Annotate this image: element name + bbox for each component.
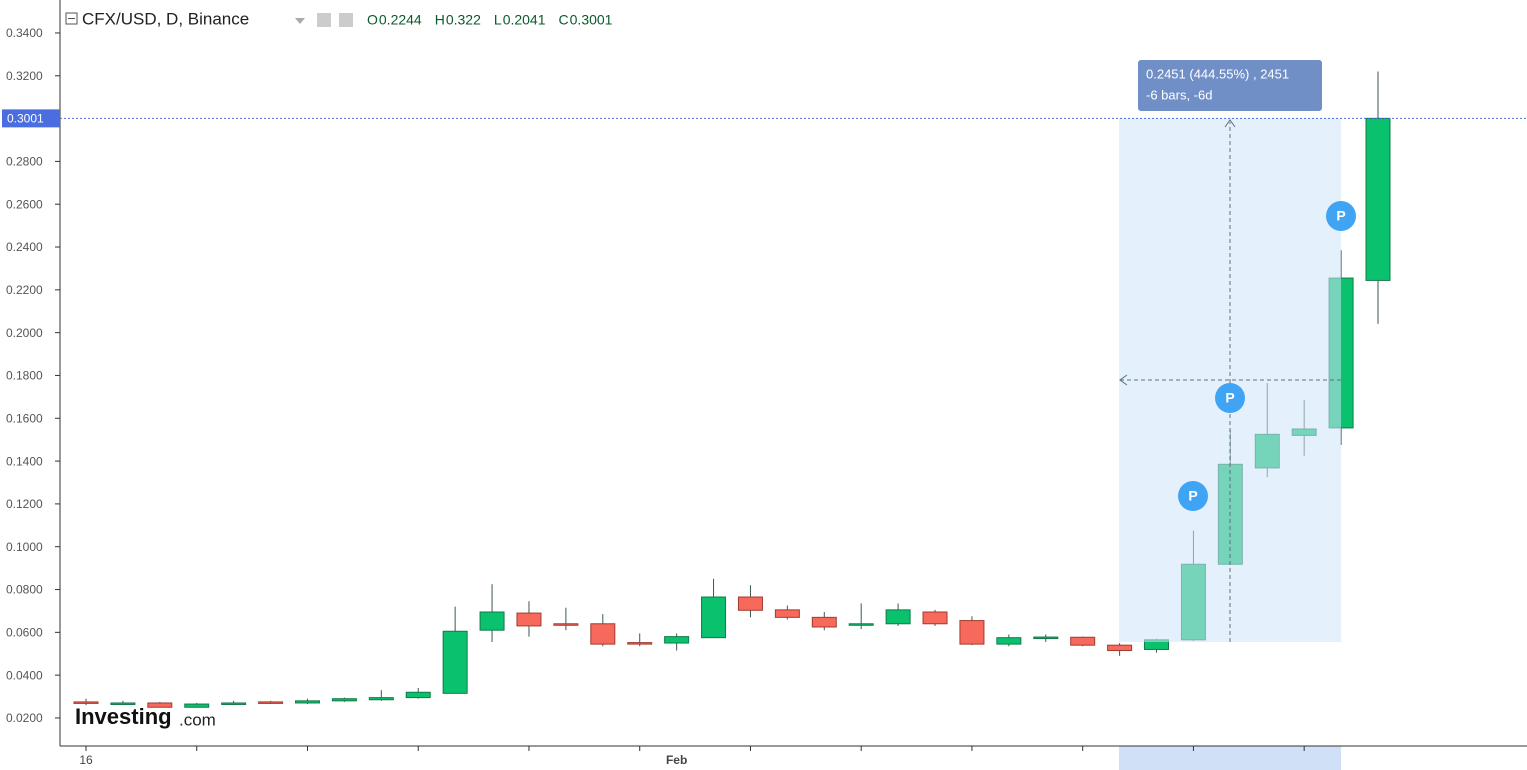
x-tick-label: 16 [79, 753, 93, 767]
measure-axis-highlight [1119, 746, 1341, 770]
logo-suffix: .com [179, 710, 216, 729]
chart-title: CFX/USD, D, Binance [82, 9, 249, 28]
ohlc-label: O [367, 12, 378, 28]
arrow-head [1224, 119, 1236, 128]
y-tick-label: 0.2600 [6, 197, 43, 211]
candle-body [479, 611, 505, 631]
measure-tooltip: 0.2451 (444.55%) , 2451 -6 bars, -6d [1138, 60, 1322, 111]
candle-body [996, 637, 1022, 645]
candle-body [774, 609, 800, 618]
candle-body [516, 612, 542, 627]
candle-body [442, 630, 468, 694]
candle-body [331, 698, 357, 702]
candle-body [811, 616, 837, 628]
ohlc-label: C [559, 12, 569, 28]
candle-body [221, 702, 247, 705]
candle-body [110, 702, 136, 705]
y-tick-label: 0.3400 [6, 26, 43, 40]
y-axis-labels: 0.0200 0.0400 0.0600 0.0800 0.1000 0.1200 0.14… [6, 26, 60, 725]
candle-body [848, 623, 874, 626]
ohlc-value: 0.2041 [503, 12, 546, 28]
y-tick-label: 0.1400 [6, 454, 43, 468]
candle-body [1070, 636, 1096, 646]
collapse-icon[interactable] [65, 12, 78, 25]
candle-body [701, 596, 727, 639]
y-tick-label: 0.0200 [6, 711, 43, 725]
y-tick-label: 0.1200 [6, 497, 43, 511]
settings-icon[interactable] [339, 13, 353, 27]
eye-icon[interactable] [317, 13, 331, 27]
candle-body [184, 703, 210, 708]
marker [1326, 201, 1356, 231]
y-tick-label: 0.1800 [6, 369, 43, 383]
ohlc-label: L [494, 12, 502, 28]
candle-body [959, 620, 985, 645]
tooltip-box [1138, 60, 1322, 111]
y-tick-label: 0.2400 [6, 240, 43, 254]
y-tick-label: 0.0600 [6, 626, 43, 640]
marker-label: P [1336, 208, 1345, 224]
candle-body [627, 642, 653, 645]
ohlc-value: 0.2244 [379, 12, 422, 28]
dropdown[interactable] [295, 18, 305, 24]
logo: Investing .com [75, 704, 216, 730]
y-tick-label: 0.0800 [6, 583, 43, 597]
candle-body [1365, 117, 1391, 281]
y-tick-label: 0.3200 [6, 69, 43, 83]
y-tick-label: 0.2000 [6, 326, 43, 340]
candle-body [368, 697, 394, 701]
ohlc-readout: O 0.2244 H 0.322 L 0.2041 C 0.3001 [367, 12, 613, 28]
markers: P P P [1178, 201, 1356, 511]
candle-body [590, 623, 616, 645]
candle-body [294, 700, 320, 704]
candle-body [1033, 636, 1059, 640]
candle-body [553, 623, 579, 626]
marker [1178, 481, 1208, 511]
y-tick-label: 0.1000 [6, 540, 43, 554]
candle-body [737, 596, 763, 611]
candle-body [147, 702, 173, 708]
ohlc-value: 0.322 [446, 12, 481, 28]
last-price-label: 0.3001 [7, 112, 44, 126]
y-tick-label: 0.1600 [6, 411, 43, 425]
candle-body [405, 691, 431, 699]
arrow-head [1119, 374, 1128, 386]
tooltip-line: 0.2451 (444.55%) , 2451 [1146, 66, 1289, 81]
logo-text: Investing [75, 704, 172, 729]
ohlc-label: H [435, 12, 445, 28]
candle-body [1107, 644, 1133, 652]
candle-body [258, 701, 284, 704]
header: CFX/USD, D, Binance O 0.2244 H 0.322 L 0.2041… [65, 9, 613, 28]
candle-body [922, 611, 948, 625]
y-tick-label: 0.2200 [6, 283, 43, 297]
tooltip-line: -6 bars, -6d [1146, 87, 1212, 102]
candle-body [664, 636, 690, 644]
last-price-box [2, 109, 60, 128]
marker [1215, 383, 1245, 413]
ohlc-value: 0.3001 [570, 12, 613, 28]
candle-body [73, 701, 99, 704]
x-tick-label: Feb [666, 753, 687, 767]
marker-label: P [1225, 390, 1234, 406]
marker-label: P [1188, 488, 1197, 504]
y-tick-label: 0.2800 [6, 155, 43, 169]
y-tick-label: 0.0400 [6, 668, 43, 682]
candle-body [885, 609, 911, 625]
